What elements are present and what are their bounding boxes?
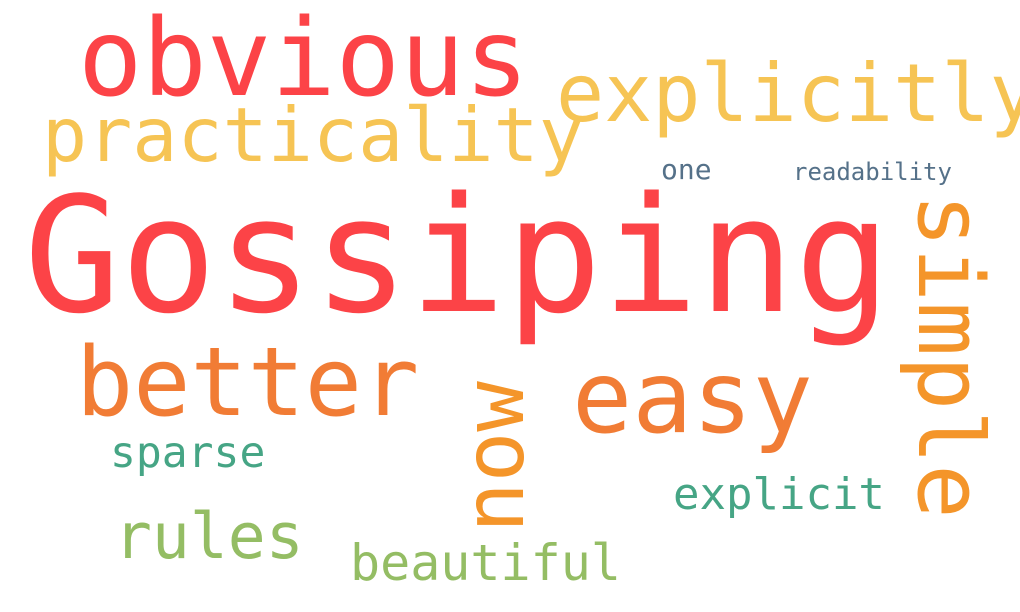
word-better: better <box>76 328 420 438</box>
word-gossiping: Gossiping <box>24 162 891 349</box>
word-explicitly: explicitly <box>556 47 1020 140</box>
word-practicality: practicality <box>42 91 584 179</box>
word-obvious: obvious <box>78 0 529 121</box>
word-readability: readability <box>793 158 952 186</box>
word-one: one <box>661 153 712 186</box>
word-rules: rules <box>114 500 304 573</box>
word-easy: easy <box>572 339 813 456</box>
word-simple: simple <box>897 193 1002 519</box>
word-beautiful: beautiful <box>350 534 621 592</box>
word-now: now <box>445 381 543 533</box>
word-explicit: explicit <box>673 469 885 520</box>
word-sparse: sparse <box>110 428 266 478</box>
